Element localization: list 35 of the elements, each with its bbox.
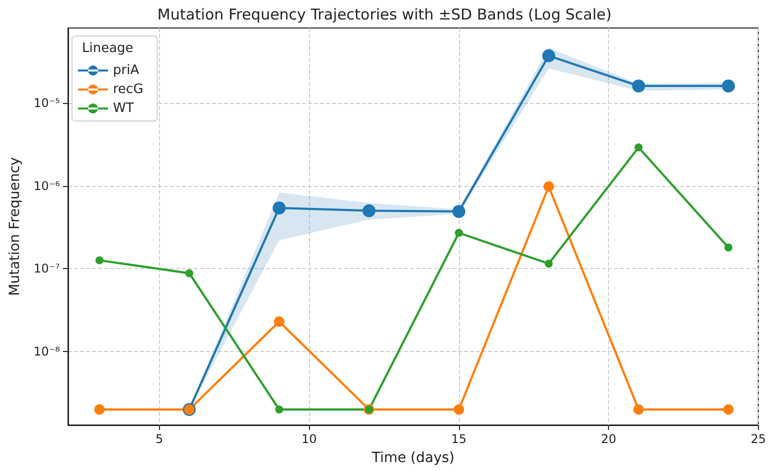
- point: [723, 404, 734, 415]
- point: [94, 404, 105, 415]
- legend-label: recG: [113, 82, 144, 97]
- point: [724, 243, 732, 252]
- point: [95, 256, 104, 264]
- point: [362, 204, 376, 218]
- point: [722, 79, 735, 92]
- point: [542, 49, 556, 62]
- y-tick-label: 10⁻⁸: [34, 344, 60, 359]
- point: [543, 181, 554, 192]
- y-tick-label: 10⁻⁶: [34, 178, 60, 193]
- point: [452, 204, 466, 218]
- legend-title: Lineage: [82, 41, 134, 56]
- point: [272, 201, 286, 214]
- legend-label: priA: [113, 63, 140, 78]
- x-tick-label: 20: [600, 432, 616, 446]
- point: [454, 228, 463, 237]
- point: [275, 405, 284, 414]
- chart-title: Mutation Frequency Trajectories with ±SD Bands (Log Scale): [157, 6, 612, 24]
- x-tick-label: 5: [156, 432, 164, 446]
- point: [633, 404, 644, 415]
- point: [634, 143, 643, 152]
- point: [274, 316, 284, 327]
- x-tick-label: 25: [750, 432, 766, 446]
- y-axis-title: Mutation Frequency: [7, 157, 23, 296]
- x-tick-label: 10: [301, 432, 317, 446]
- point: [185, 269, 194, 278]
- x-axis-title: Time (days): [370, 450, 455, 466]
- point: [544, 260, 553, 268]
- y-tick-label: 10⁻⁵: [34, 96, 60, 110]
- legend-label: WT: [113, 101, 134, 116]
- x-tick-label: 15: [451, 432, 466, 446]
- y-tick-label: 10⁻⁷: [34, 262, 60, 276]
- point: [454, 404, 464, 415]
- point: [632, 79, 646, 92]
